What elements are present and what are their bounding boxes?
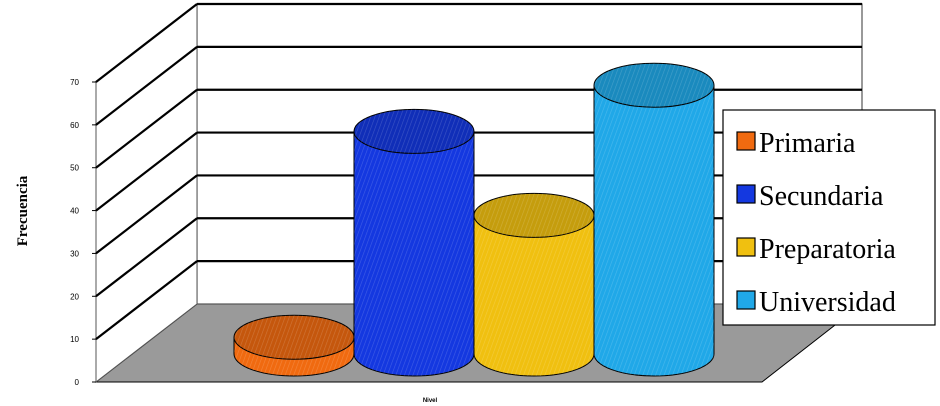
bar-texture bbox=[594, 85, 714, 376]
legend-swatch bbox=[736, 131, 756, 151]
bar-top-texture bbox=[594, 63, 714, 108]
bar-secundaria bbox=[353, 108, 475, 377]
legend-item-preparatoria: Preparatoria bbox=[736, 234, 896, 265]
bar-primaria bbox=[233, 314, 355, 377]
bar-top-texture bbox=[474, 193, 594, 238]
y-tick-label: 0 bbox=[75, 378, 80, 387]
gridline-side bbox=[95, 174, 198, 255]
gridline-side bbox=[95, 131, 198, 212]
legend: Primaria Secundaria Preparatoria Universida… bbox=[722, 109, 936, 326]
y-tick-label: 70 bbox=[70, 78, 79, 87]
legend-box bbox=[722, 109, 936, 326]
gridline-side bbox=[95, 217, 198, 298]
legend-item-primaria: Primaria bbox=[736, 128, 856, 159]
y-tick-label: 50 bbox=[70, 164, 79, 173]
legend-swatch bbox=[736, 290, 756, 310]
bar-texture bbox=[474, 215, 594, 376]
legend-label: Preparatoria bbox=[759, 234, 896, 265]
y-tick-label: 60 bbox=[70, 121, 79, 130]
gridline-side bbox=[95, 88, 198, 169]
legend-label: Universidad bbox=[759, 287, 896, 318]
legend-swatch bbox=[736, 237, 756, 257]
legend-swatch bbox=[736, 184, 756, 204]
gridline-side bbox=[95, 45, 198, 126]
legend-item-universidad: Universidad bbox=[736, 287, 896, 318]
y-axis-ticks: 0 10 20 30 40 50 60 70 bbox=[70, 78, 96, 387]
bars bbox=[233, 62, 715, 377]
y-tick-label: 20 bbox=[70, 292, 79, 301]
bar-top-texture bbox=[354, 109, 474, 154]
bar-top-texture bbox=[234, 315, 354, 360]
y-tick-label: 10 bbox=[70, 335, 79, 344]
legend-item-secundaria: Secundaria bbox=[736, 181, 884, 212]
y-tick-label: 30 bbox=[70, 249, 79, 258]
y-axis-label: Frecuencia bbox=[15, 175, 31, 246]
legend-label: Primaria bbox=[759, 128, 856, 159]
legend-label: Secundaria bbox=[759, 181, 884, 212]
y-tick-label: 40 bbox=[70, 207, 79, 216]
x-axis-label: Nivel bbox=[423, 398, 438, 404]
bar-texture bbox=[354, 131, 474, 376]
bar-preparatoria bbox=[473, 192, 595, 377]
gridline-side bbox=[95, 3, 198, 83]
bar-universidad bbox=[593, 62, 715, 377]
gridline-side bbox=[95, 260, 198, 341]
